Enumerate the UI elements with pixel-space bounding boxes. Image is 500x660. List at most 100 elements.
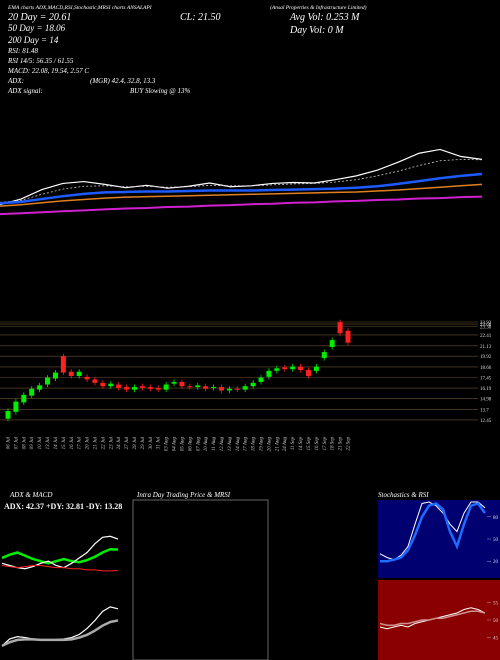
candle-body bbox=[21, 394, 27, 403]
line-series bbox=[1, 619, 119, 647]
candle-body bbox=[266, 370, 272, 377]
candle-body bbox=[92, 379, 98, 383]
candle-body bbox=[100, 382, 106, 387]
subtitle: (Ansal Properties & Infrastructure Limit… bbox=[270, 4, 367, 11]
x-tick-label: 15 Jul bbox=[62, 436, 67, 449]
y-tick-label: 18.66 bbox=[480, 366, 492, 371]
candle-body bbox=[29, 388, 35, 396]
x-tick-label: 09 Jul bbox=[30, 436, 35, 449]
stat: (MGR) 42.4, 32.8, 13.3 bbox=[90, 77, 156, 85]
x-tick-label: 10 Aug bbox=[204, 437, 209, 452]
x-tick-label: 24 Aug bbox=[283, 437, 288, 452]
x-tick-label: 16 Jul bbox=[70, 436, 75, 449]
x-tick-label: 11 Aug bbox=[212, 437, 217, 451]
y-tick-label: 55 bbox=[493, 602, 499, 607]
mrsi-panel bbox=[378, 580, 500, 660]
title: EMA charts ADX,MACD,RSI,Stochastic,MRSI … bbox=[7, 5, 153, 11]
x-tick-label: 21 Sep bbox=[339, 437, 344, 451]
candle-body bbox=[329, 340, 335, 347]
annotation: ADX: 42.37 +DY: 32.81 -DY: 13.28 bbox=[4, 502, 122, 511]
y-tick-label: 13.7 bbox=[480, 408, 489, 413]
x-tick-label: 08 Jul bbox=[22, 436, 27, 449]
candle-body bbox=[218, 387, 224, 391]
x-tick-label: 10 Jul bbox=[38, 436, 43, 449]
candle-body bbox=[108, 383, 114, 387]
candle-body bbox=[226, 388, 232, 391]
x-tick-label: 06 Jul bbox=[7, 436, 12, 449]
x-tick-label: 17 Jul bbox=[78, 436, 83, 449]
candle-body bbox=[13, 401, 19, 412]
panel-title: ADX & MACD bbox=[9, 491, 52, 499]
x-tick-label: 15 Sep bbox=[307, 437, 312, 451]
candle-body bbox=[116, 384, 122, 388]
panel-title: Stochastics & RSI bbox=[378, 491, 429, 499]
y-tick-label: 21.13 bbox=[480, 345, 492, 350]
x-tick-label: 04 Aug bbox=[173, 437, 178, 452]
x-tick-label: 17 Sep bbox=[323, 437, 328, 451]
x-tick-label: 27 Jul bbox=[125, 436, 130, 449]
candle-body bbox=[250, 382, 256, 387]
stat: RSI: 81.48 bbox=[7, 47, 38, 55]
candle-body bbox=[60, 356, 66, 373]
candle-body bbox=[234, 388, 240, 390]
y-tick-label: 22.41 bbox=[480, 334, 492, 339]
x-tick-label: 14 Aug bbox=[236, 437, 241, 452]
y-tick-label: 20 bbox=[493, 560, 499, 565]
y-tick-label: 45 bbox=[493, 637, 499, 642]
candle-body bbox=[274, 368, 280, 371]
line-series bbox=[0, 158, 483, 203]
x-tick-label: 17 Aug bbox=[244, 437, 249, 452]
y-tick-label: 14.98 bbox=[480, 397, 492, 402]
x-tick-label: 16 Sep bbox=[315, 437, 320, 451]
x-tick-label: 22 Sep bbox=[347, 437, 352, 451]
x-tick-label: 13 Aug bbox=[228, 437, 233, 452]
x-tick-label: 12 Aug bbox=[220, 437, 225, 452]
y-tick-label: 23.68 bbox=[480, 323, 492, 328]
x-tick-label: 20 Jul bbox=[86, 436, 91, 449]
candle-body bbox=[139, 386, 145, 388]
stat: 50 Day = 18.06 bbox=[8, 23, 66, 33]
candle-body bbox=[68, 371, 74, 376]
line-series bbox=[380, 502, 487, 563]
line-series bbox=[1, 565, 119, 572]
stat: Avg Vol: 0.253 M bbox=[289, 12, 360, 23]
stat: BUY Slowing @ 13% bbox=[130, 87, 190, 95]
stat: 200 Day = 14 bbox=[8, 35, 59, 45]
candle-body bbox=[298, 366, 304, 370]
x-tick-label: 31 Jul bbox=[157, 436, 162, 449]
panel-title: Intra Day Trading Price & MRSI bbox=[136, 491, 231, 499]
x-tick-label: 03 Aug bbox=[165, 437, 170, 452]
candle-body bbox=[76, 371, 82, 376]
stat: RSI 14/5: 56.35 / 61.55 bbox=[7, 57, 74, 65]
x-tick-label: 21 Aug bbox=[275, 437, 280, 452]
line-series bbox=[0, 148, 483, 206]
y-tick-label: 23.92 bbox=[480, 321, 492, 326]
candle-body bbox=[337, 322, 343, 334]
x-tick-label: 05 Aug bbox=[180, 437, 185, 452]
candle-body bbox=[258, 377, 264, 382]
line-series bbox=[1, 535, 119, 570]
stat: Day Vol: 0 M bbox=[289, 25, 344, 36]
intraday-panel bbox=[132, 499, 269, 660]
candle-body bbox=[5, 410, 11, 419]
candle-body bbox=[52, 372, 58, 379]
x-tick-label: 18 Aug bbox=[252, 437, 257, 452]
y-tick-label: 23.38 bbox=[480, 326, 492, 331]
line-series bbox=[379, 610, 486, 626]
candle-body bbox=[290, 366, 296, 370]
x-tick-label: 07 Jul bbox=[14, 436, 19, 449]
x-tick-label: 28 Jul bbox=[133, 436, 138, 449]
x-tick-label: 14 Jul bbox=[54, 436, 59, 449]
y-tick-label: 50 bbox=[493, 619, 499, 624]
candle-body bbox=[84, 376, 90, 380]
candle-body bbox=[45, 377, 51, 385]
line-series bbox=[1, 547, 119, 565]
candle-body bbox=[37, 385, 43, 390]
candle-body bbox=[203, 386, 209, 389]
candle-body bbox=[211, 387, 217, 389]
candle-body bbox=[147, 387, 153, 389]
x-tick-label: 06 Aug bbox=[188, 437, 193, 452]
candle-body bbox=[313, 366, 319, 371]
y-tick-label: 12.45 bbox=[480, 419, 492, 424]
